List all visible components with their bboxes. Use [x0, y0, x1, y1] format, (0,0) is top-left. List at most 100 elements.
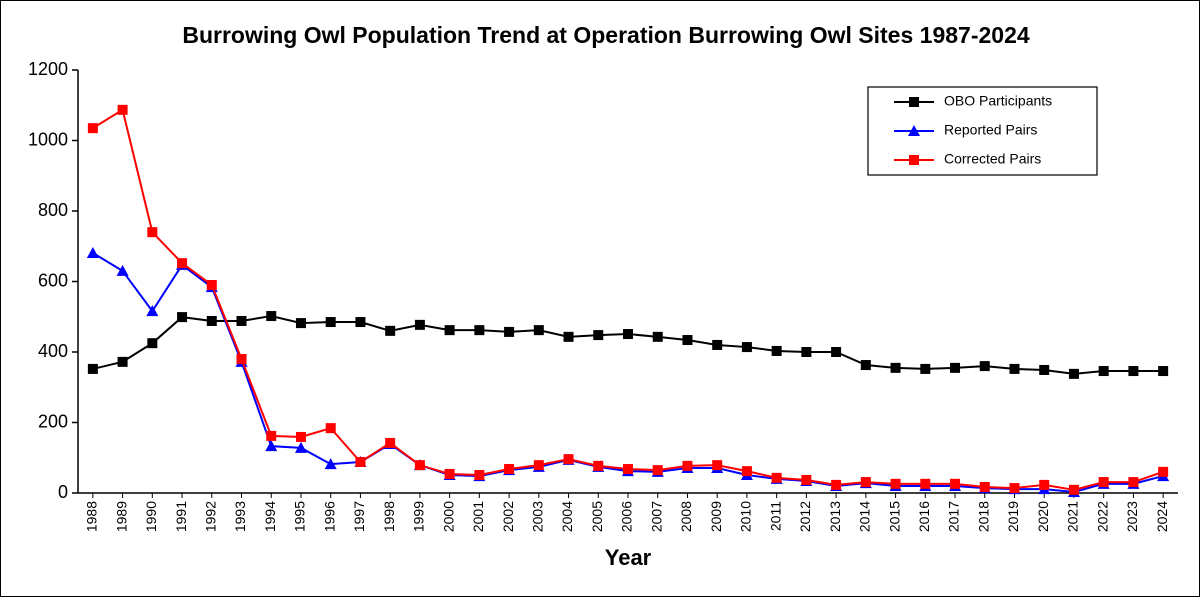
- legend: OBO Participants Reported Pairs Corrected …: [867, 86, 1098, 176]
- marker: [325, 317, 336, 328]
- marker: [266, 311, 277, 322]
- marker: [920, 478, 931, 489]
- marker: [324, 458, 337, 470]
- marker: [1098, 366, 1109, 377]
- x-tick-label: 2009: [708, 501, 724, 532]
- marker: [1068, 484, 1079, 495]
- y-tick-label: 800: [38, 200, 68, 220]
- x-tick-label: 2012: [797, 501, 813, 532]
- marker: [950, 478, 961, 489]
- marker: [1158, 366, 1169, 377]
- x-tick-label: 1990: [143, 501, 159, 532]
- x-tick-label: 1995: [292, 501, 308, 532]
- marker: [623, 464, 633, 475]
- marker: [909, 155, 919, 165]
- marker: [1009, 363, 1020, 374]
- x-tick-label: 2004: [559, 501, 575, 532]
- marker: [117, 356, 128, 367]
- marker: [593, 330, 604, 341]
- marker: [1128, 366, 1139, 377]
- marker: [385, 437, 396, 448]
- marker: [117, 104, 128, 115]
- chart-title: Burrowing Owl Population Trend at Operat…: [182, 22, 1030, 48]
- marker: [266, 430, 277, 441]
- marker: [682, 335, 693, 346]
- legend-label: Reported Pairs: [944, 122, 1037, 138]
- x-tick-label: 1998: [381, 501, 397, 532]
- marker: [147, 227, 158, 238]
- marker: [236, 354, 247, 365]
- marker: [206, 315, 217, 326]
- marker: [355, 317, 366, 328]
- marker: [294, 441, 307, 453]
- marker: [1128, 477, 1139, 488]
- marker: [147, 338, 158, 349]
- x-tick-label: 2005: [589, 501, 605, 532]
- x-tick-label: 2007: [648, 501, 664, 532]
- x-tick-label: 2011: [767, 501, 783, 531]
- y-tick-label: 1000: [28, 129, 68, 149]
- x-tick-label: 1993: [232, 501, 248, 532]
- marker: [1039, 364, 1050, 375]
- x-tick-label: 2018: [975, 501, 991, 532]
- marker: [414, 319, 425, 330]
- marker: [1098, 477, 1109, 488]
- marker: [563, 454, 574, 465]
- marker: [712, 339, 723, 350]
- x-tick-label: 2001: [470, 501, 486, 532]
- marker: [86, 246, 99, 258]
- x-tick-label: 2000: [440, 501, 456, 532]
- marker: [474, 470, 485, 481]
- marker: [563, 331, 574, 342]
- x-tick-label: 1988: [84, 501, 100, 532]
- marker: [1158, 466, 1169, 477]
- marker: [236, 315, 247, 326]
- marker: [860, 360, 871, 371]
- marker: [87, 363, 98, 374]
- marker: [414, 460, 425, 471]
- marker: [533, 460, 544, 471]
- marker: [712, 460, 723, 471]
- x-tick-label: 1996: [321, 501, 337, 532]
- marker: [504, 464, 515, 475]
- marker: [908, 125, 920, 136]
- marker: [1068, 368, 1079, 379]
- marker: [801, 347, 812, 357]
- x-tick-label: 2002: [500, 501, 516, 532]
- marker: [295, 318, 306, 329]
- marker: [741, 342, 752, 353]
- marker: [593, 460, 604, 471]
- x-tick-label: 1994: [262, 501, 278, 532]
- x-tick-label: 2003: [530, 501, 546, 532]
- x-tick-label: 2022: [1094, 501, 1110, 532]
- marker: [325, 423, 336, 434]
- x-tick-label: 2008: [678, 501, 694, 532]
- x-tick-label: 2024: [1154, 501, 1170, 532]
- marker: [741, 466, 752, 477]
- legend-label: Corrected Pairs: [944, 151, 1041, 167]
- marker: [909, 97, 919, 107]
- marker: [623, 329, 633, 340]
- x-tick-label: 1989: [113, 501, 129, 532]
- marker: [979, 482, 990, 493]
- marker: [652, 465, 663, 476]
- marker: [116, 264, 129, 276]
- y-tick-label: 400: [38, 341, 68, 361]
- x-tick-label: 2010: [738, 501, 754, 532]
- marker: [355, 456, 366, 467]
- x-tick-label: 2021: [1065, 501, 1081, 532]
- marker: [444, 325, 455, 336]
- marker: [771, 472, 782, 483]
- marker: [831, 479, 842, 490]
- marker: [652, 331, 663, 342]
- x-tick-label: 2017: [946, 501, 962, 532]
- marker: [474, 325, 485, 336]
- x-tick-label: 2023: [1124, 501, 1140, 532]
- marker: [87, 123, 98, 134]
- marker: [860, 477, 871, 488]
- x-axis-title: Year: [605, 545, 652, 570]
- marker: [801, 474, 812, 485]
- x-tick-label: 2015: [886, 501, 902, 532]
- y-tick-label: 200: [38, 411, 68, 431]
- marker: [831, 347, 842, 357]
